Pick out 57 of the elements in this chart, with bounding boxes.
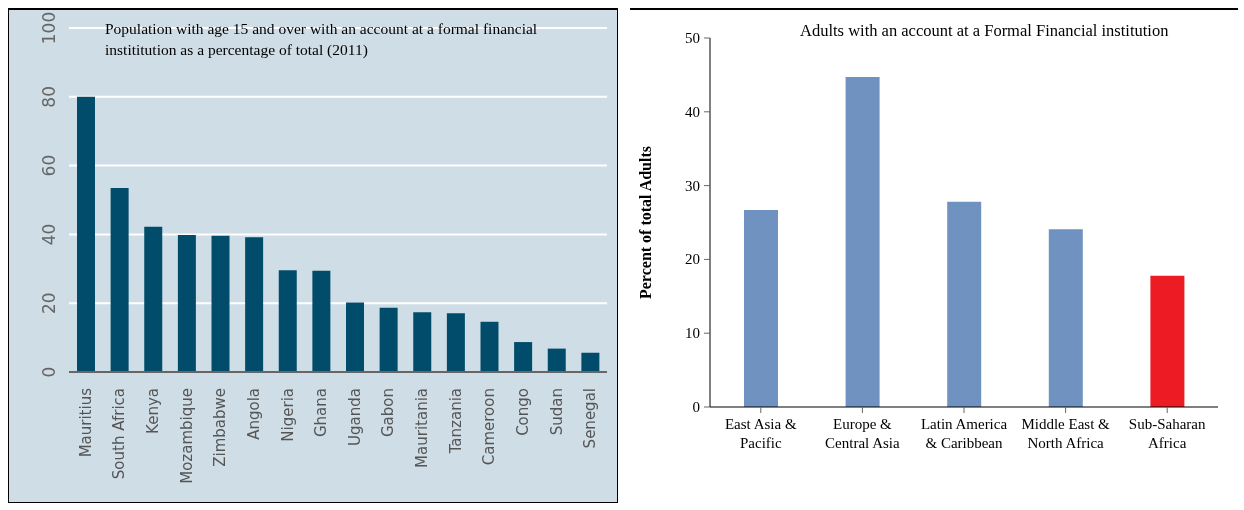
bar [278,270,297,372]
x-tick-label: Cameroon [480,388,499,466]
y-tick-label: 30 [685,177,700,194]
y-axis-title: Percent of total Adults [636,145,654,300]
y-tick-label: 0 [39,366,59,378]
x-tick-label: Senegal [581,388,600,449]
y-tick-label: 80 [39,85,59,108]
bar [947,201,982,407]
x-tick-label: Congo [513,388,532,436]
bar [346,302,364,372]
y-tick-label: 20 [39,292,59,315]
x-tick-label: Uganda [345,388,364,446]
bar [379,307,398,372]
x-tick-label: Ghana [312,388,331,438]
chart-title: Population with age 15 and over with an account at a formal financial instititution as a percentage of total (2011) [105,19,539,60]
bar [144,226,163,372]
bar [1150,275,1185,407]
bar [744,209,778,407]
bar [581,352,600,372]
y-tick-label: 100 [39,11,59,45]
x-tick-label: Mozambique [177,388,196,484]
y-tick-label: 60 [39,154,59,177]
x-tick-label: Europe & Central Asia [825,416,901,451]
bar [77,96,95,372]
y-tick-label: 20 [685,251,700,268]
x-tick-label: Mauritania [413,388,432,468]
y-tick-label: 40 [685,103,700,120]
bar [446,313,465,372]
y-tick-label: 0 [692,399,700,415]
chart-title: Adults with an account at a Formal Financial institution [800,20,1170,41]
x-tick-label: Gabon [379,388,398,438]
x-tick-label: Kenya [144,388,163,434]
bar [312,270,331,372]
x-tick-label: Middle East & North Africa [1021,416,1111,451]
bar [110,187,129,372]
x-tick-label: Mauritius [76,387,95,458]
y-tick-label: 10 [685,325,700,342]
x-tick-label: South Africa [110,388,129,480]
x-tick-label: Sub-Saharan Africa [1128,416,1207,451]
x-tick-label: Nigeria [278,388,297,442]
bar [845,77,880,407]
bar [245,237,264,372]
bar [211,235,230,372]
y-tick-label: 40 [39,223,59,246]
x-tick-label: Zimbabwe [211,388,230,467]
bar [547,348,566,372]
x-tick-label: East Asia & Pacific [724,416,797,451]
bar [480,321,499,372]
x-tick-label: Sudan [547,388,566,436]
x-tick-label: Latin America & Caribbean [920,416,1008,451]
bar [1048,229,1083,407]
y-tick-label: 50 [685,30,700,46]
bar [177,235,196,372]
x-tick-label: Angola [244,388,263,440]
x-tick-label: Tanzania [446,388,465,455]
bar [413,312,432,372]
bar [514,342,533,372]
